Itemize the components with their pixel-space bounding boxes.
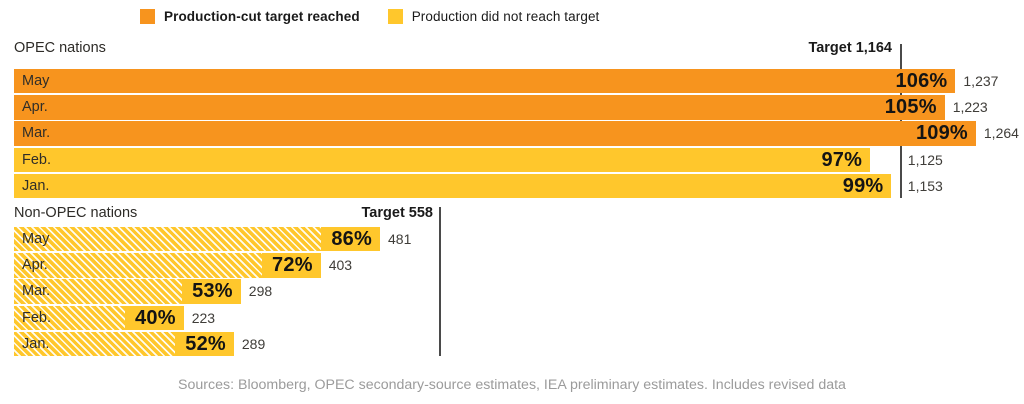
legend-swatch-reached-icon	[140, 9, 155, 24]
value-label: 481	[388, 231, 412, 247]
month-label: Jan.	[22, 335, 50, 352]
percent-label: 40%	[125, 305, 184, 330]
value-label: 1,223	[952, 99, 988, 116]
bar: 86%	[14, 227, 380, 252]
value-label: 1,153	[907, 177, 943, 194]
bar-row: 106% May 1,237	[14, 69, 1024, 94]
percent-label: 72%	[262, 253, 321, 278]
bar-row: 72% Apr. 403	[14, 253, 1024, 278]
bar: 97%	[14, 147, 871, 172]
month-label: Mar.	[22, 283, 51, 300]
percent-label: 109%	[915, 122, 968, 145]
bar: 106%	[14, 69, 956, 94]
bar: 40%	[14, 305, 184, 330]
value-label: 1,125	[907, 151, 943, 168]
month-label: Apr.	[22, 99, 48, 116]
percent-label: 52%	[175, 331, 234, 357]
bar: 52%	[14, 331, 234, 357]
percent-label: 106%	[895, 70, 948, 92]
value-label: 403	[328, 257, 353, 274]
bar-row: 52% Jan. 289	[14, 331, 1024, 357]
value-label: 1,264	[983, 125, 1019, 142]
bar: 99%	[14, 173, 892, 199]
month-label: Feb.	[22, 309, 52, 326]
legend-label-not-reached: Production did not reach target	[411, 9, 600, 24]
bar: 53%	[14, 279, 241, 304]
value-label: 1,237	[963, 73, 999, 89]
opec-target-line	[899, 44, 902, 198]
month-label: Feb.	[22, 151, 52, 168]
bar-row: 99% Jan. 1,153	[14, 173, 1024, 199]
bar-row: 97% Feb. 1,125	[14, 147, 1024, 172]
legend-label-reached: Production-cut target reached	[164, 9, 360, 24]
source-note: Sources: Bloomberg, OPEC secondary-sourc…	[178, 377, 846, 393]
bar: 105%	[14, 95, 945, 120]
month-label: Mar.	[22, 125, 51, 142]
non-opec-section-title: Non-OPEC nations	[14, 205, 138, 221]
non-opec-target-label: Target 558	[361, 205, 433, 221]
bar: 72%	[14, 253, 321, 278]
legend-item-not-reached: Production did not reach target	[387, 9, 600, 24]
month-label: Jan.	[22, 177, 50, 194]
bar-row: 105% Apr. 1,223	[14, 95, 1024, 120]
bar-row: 53% Mar. 298	[14, 279, 1024, 304]
month-label: May	[22, 231, 50, 247]
percent-label: 53%	[182, 279, 241, 304]
legend-swatch-not-reached-icon	[387, 9, 403, 24]
opec-section-title: OPEC nations	[14, 40, 106, 56]
value-label: 298	[248, 283, 273, 300]
month-label: May	[22, 73, 50, 89]
bar-row: 40% Feb. 223	[14, 305, 1024, 330]
bar-row: 86% May 481	[14, 227, 1024, 252]
percent-label: 99%	[842, 174, 884, 197]
value-label: 223	[191, 309, 216, 326]
legend: Production-cut target reached Production…	[140, 9, 599, 24]
non-opec-target-line	[438, 207, 441, 356]
opec-target-label: Target 1,164	[808, 40, 892, 56]
percent-label: 105%	[884, 96, 937, 119]
month-label: Apr.	[22, 257, 48, 274]
value-label: 289	[241, 335, 266, 352]
bar: 109%	[14, 121, 976, 146]
percent-label: 97%	[821, 148, 863, 171]
bar-row: 109% Mar. 1,264	[14, 121, 1024, 146]
legend-item-reached: Production-cut target reached	[140, 9, 360, 24]
percent-label: 86%	[321, 227, 380, 252]
